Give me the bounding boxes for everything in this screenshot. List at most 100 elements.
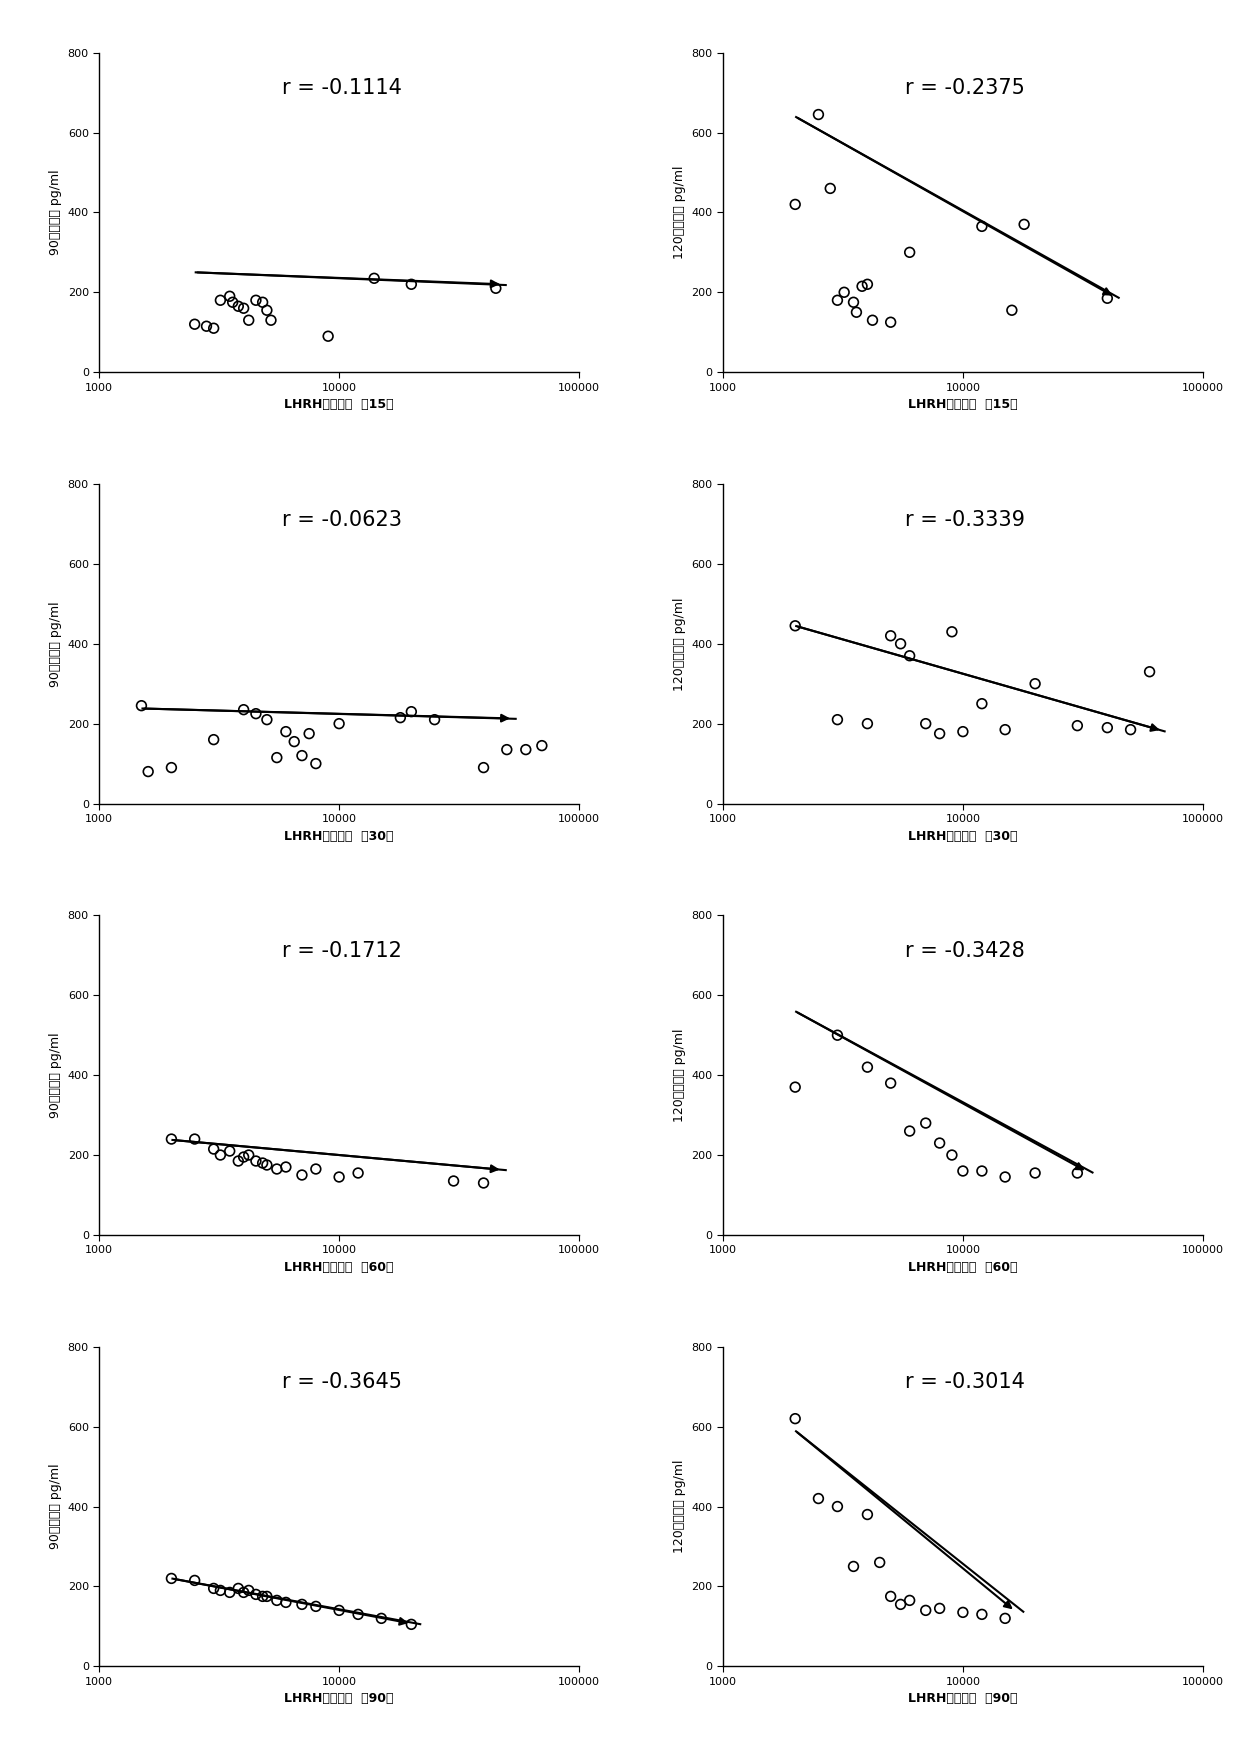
Point (916, 1109, 936, 1137)
Point (1002, 296, 1022, 324)
X-axis label: LHRH抗体效价  （90天: LHRH抗体效价 （90天 (908, 1693, 1018, 1705)
Point (474, 1168, 494, 1196)
Point (835, 279, 854, 307)
Point (858, 710, 878, 738)
X-axis label: LHRH抗体效价  （15天: LHRH抗体效价 （15天 (908, 398, 1018, 410)
Point (329, 1163, 348, 1191)
Point (246, 700, 265, 728)
Point (808, 100, 828, 128)
Point (299, 719, 319, 747)
Point (444, 1166, 464, 1194)
Point (827, 1021, 847, 1049)
Point (253, 1149, 273, 1177)
Point (847, 298, 867, 326)
Text: r = -0.3014: r = -0.3014 (905, 1372, 1025, 1393)
Point (277, 1589, 296, 1617)
Point (858, 1500, 878, 1528)
Point (972, 689, 992, 717)
Point (942, 1142, 962, 1170)
Point (211, 286, 231, 314)
Point (1068, 712, 1087, 740)
Point (930, 1130, 950, 1158)
Point (233, 1579, 253, 1607)
Point (869, 1549, 889, 1577)
Point (219, 1579, 239, 1607)
Point (785, 191, 805, 219)
Point (942, 617, 962, 645)
Point (257, 1151, 277, 1179)
Point (211, 1577, 231, 1605)
Point (233, 696, 253, 724)
Point (497, 735, 517, 763)
Point (131, 691, 151, 719)
Point (257, 705, 277, 733)
X-axis label: LHRH抗体效价  （60天: LHRH抗体效价 （60天 (284, 1261, 394, 1273)
Point (827, 286, 847, 314)
Point (930, 719, 950, 747)
X-axis label: LHRH抗体效价  （30天: LHRH抗体效价 （30天 (284, 830, 394, 842)
Text: r = -0.1114: r = -0.1114 (281, 79, 402, 98)
Point (161, 1124, 181, 1152)
Point (372, 1605, 392, 1633)
Y-axis label: 90天雄二醇 pg/ml: 90天雄二醇 pg/ml (50, 1033, 62, 1117)
Point (900, 1117, 920, 1145)
Point (916, 1596, 936, 1624)
Point (402, 1610, 422, 1638)
Point (306, 1593, 326, 1621)
Point (972, 1158, 992, 1186)
Point (253, 1582, 273, 1610)
Point (785, 612, 805, 640)
Point (306, 1154, 326, 1182)
Point (424, 705, 444, 733)
Point (890, 1591, 910, 1619)
Y-axis label: 120天雄二醇 pg/ml: 120天雄二醇 pg/ml (673, 1028, 686, 1123)
Point (900, 239, 920, 267)
Point (319, 323, 339, 351)
Point (228, 293, 248, 321)
Point (402, 698, 422, 726)
Point (262, 307, 281, 335)
Point (228, 1575, 248, 1603)
Point (1140, 658, 1159, 686)
Point (233, 295, 253, 323)
Point (1014, 210, 1034, 239)
Point (954, 1598, 973, 1626)
Point (185, 310, 205, 339)
Text: r = -0.3339: r = -0.3339 (905, 510, 1025, 530)
Point (827, 1493, 847, 1521)
Point (253, 288, 273, 316)
Point (203, 726, 223, 754)
Point (329, 710, 348, 738)
X-axis label: LHRH抗体效价  （90天: LHRH抗体效价 （90天 (284, 1693, 394, 1705)
Point (954, 1158, 973, 1186)
Point (863, 307, 883, 335)
Point (1025, 670, 1045, 698)
Y-axis label: 120天雄二醇 pg/ml: 120天雄二醇 pg/ml (673, 165, 686, 260)
Point (890, 630, 910, 658)
Y-axis label: 90天雄二醇 pg/ml: 90天雄二醇 pg/ml (50, 1465, 62, 1549)
Y-axis label: 90天雄二醇 pg/ml: 90天雄二醇 pg/ml (50, 170, 62, 254)
Point (257, 1582, 277, 1610)
Point (880, 309, 900, 337)
Text: r = -0.3428: r = -0.3428 (905, 940, 1025, 961)
X-axis label: LHRH抗体效价  （30天: LHRH抗体效价 （30天 (908, 830, 1018, 842)
Point (161, 1565, 181, 1593)
Point (930, 1594, 950, 1622)
Point (228, 1147, 248, 1175)
Point (785, 1073, 805, 1102)
Point (267, 1154, 286, 1182)
Point (391, 703, 410, 731)
Point (267, 1586, 286, 1614)
Point (239, 1142, 259, 1170)
Point (223, 288, 243, 316)
Point (203, 1575, 223, 1603)
Point (858, 1052, 878, 1080)
Point (474, 754, 494, 782)
Point (203, 314, 223, 342)
Point (185, 1566, 205, 1594)
Point (996, 1605, 1016, 1633)
Point (1097, 714, 1117, 742)
Y-axis label: 90天雄二醇 pg/ml: 90天雄二醇 pg/ml (50, 602, 62, 686)
X-axis label: LHRH抗体效价  （60天: LHRH抗体效价 （60天 (908, 1261, 1018, 1273)
Point (843, 288, 863, 316)
